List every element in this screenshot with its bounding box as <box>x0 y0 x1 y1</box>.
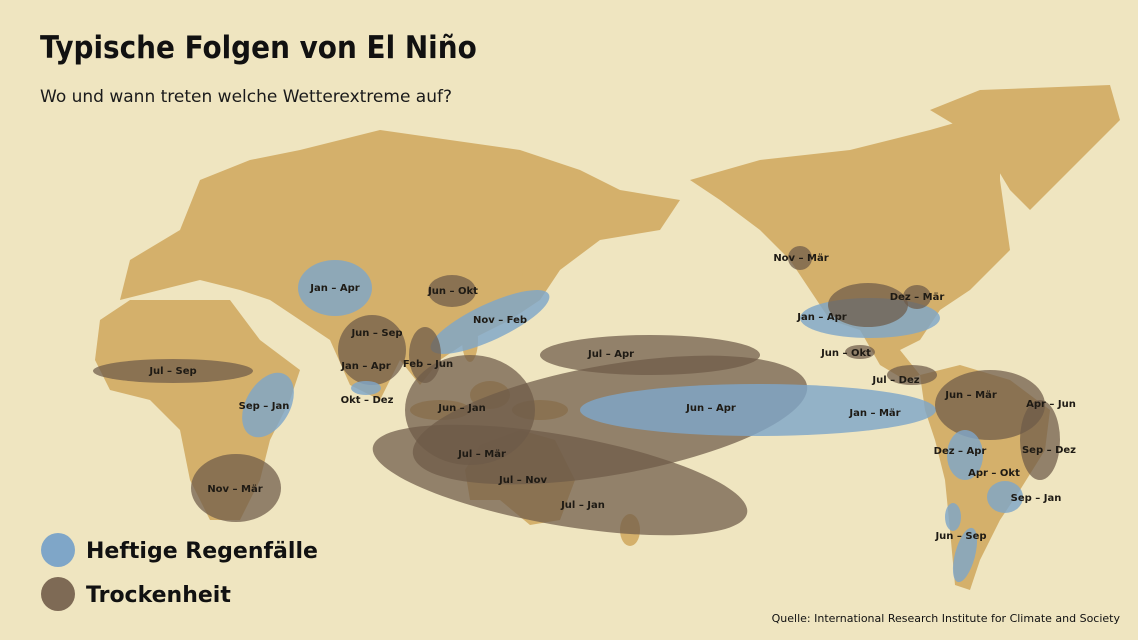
region-label: Dez – Mär <box>890 292 945 303</box>
legend-label: Heftige Regenfälle <box>86 539 318 564</box>
region-label: Jun – Okt <box>820 348 871 359</box>
region-label: Jun – Apr <box>685 403 736 414</box>
subtitle: Wo und wann treten welche Wetterextreme … <box>40 87 452 107</box>
region-label: Jul – Sep <box>148 366 196 377</box>
region-label: Jun – Sep <box>350 328 402 339</box>
region-label: Jan – Apr <box>796 312 846 323</box>
region-label: Sep – Jan <box>1011 493 1062 504</box>
region-label: Sep – Jan <box>239 401 290 412</box>
region-label: Jul – Mär <box>457 449 506 460</box>
region-label: Nov – Mär <box>207 484 262 495</box>
region-label: Jul – Dez <box>871 375 919 386</box>
legend-swatch-drought <box>41 577 75 611</box>
region-label: Jan – Apr <box>309 283 359 294</box>
title: Typische Folgen von El Niño <box>40 30 477 66</box>
region-label: Jun – Sep <box>934 531 986 542</box>
region-label: Jan – Mär <box>848 408 900 419</box>
region-label: Jun – Okt <box>427 286 478 297</box>
region-label: Apr – Jun <box>1026 399 1076 410</box>
region-label: Jun – Mär <box>944 390 997 401</box>
legend-swatch-rain <box>41 533 75 567</box>
region-label: Jun – Jan <box>437 403 486 414</box>
region-label: Jul – Jan <box>560 500 605 511</box>
region-label: Nov – Feb <box>473 315 527 326</box>
region-label: Sep – Dez <box>1022 445 1076 456</box>
legend-label: Trockenheit <box>86 583 231 608</box>
region-label: Feb – Jun <box>403 359 453 370</box>
region-label: Jul – Apr <box>587 349 634 360</box>
region-label: Dez – Apr <box>934 446 987 457</box>
region-label: Apr – Okt <box>968 468 1020 479</box>
region-label: Okt – Dez <box>341 395 394 406</box>
region-label: Jul – Nov <box>498 475 547 486</box>
climate-zones <box>93 246 1060 583</box>
region-label: Jan – Apr <box>340 361 390 372</box>
source: Quelle: International Research Institute… <box>772 612 1121 625</box>
region-label: Nov – Mär <box>773 253 828 264</box>
